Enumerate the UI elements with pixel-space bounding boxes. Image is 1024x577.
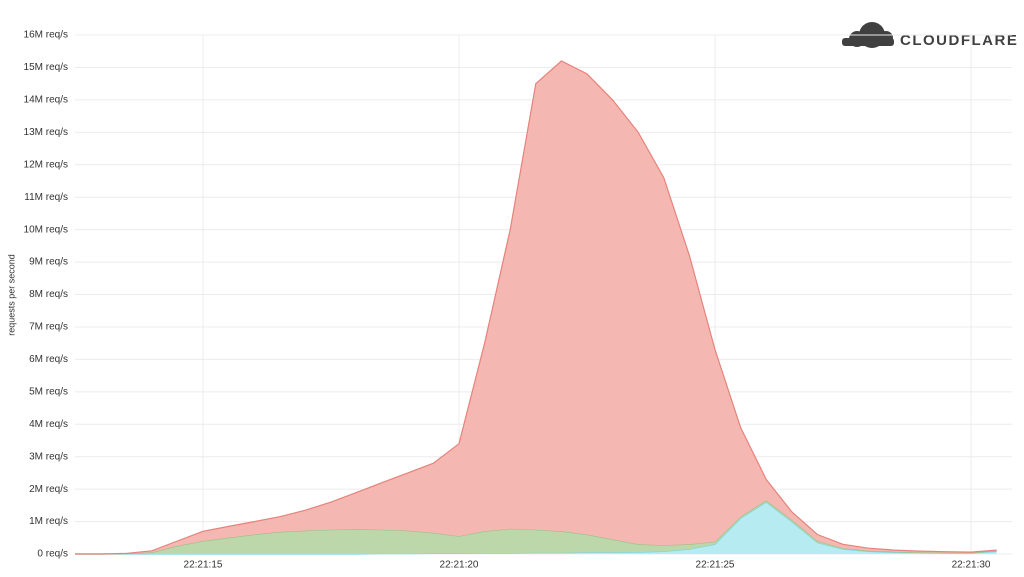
x-tick-label: 22:21:20 xyxy=(440,560,479,571)
y-tick-label: 13M req/s xyxy=(24,127,68,138)
y-tick-label: 5M req/s xyxy=(29,386,68,397)
x-tick-label: 22:21:25 xyxy=(696,560,735,571)
y-tick-label: 6M req/s xyxy=(29,354,68,365)
y-tick-label: 12M req/s xyxy=(24,159,68,170)
y-tick-label: 3M req/s xyxy=(29,451,68,462)
logo-text: CLOUDFLARE xyxy=(900,32,1018,49)
y-tick-label: 1M req/s xyxy=(29,516,68,527)
y-tick-label: 2M req/s xyxy=(29,484,68,495)
area xyxy=(75,502,997,554)
area xyxy=(75,500,997,554)
y-tick-label: 7M req/s xyxy=(29,322,68,333)
x-tick-label: 22:21:15 xyxy=(184,560,223,571)
x-tick-label: 22:21:30 xyxy=(952,560,991,571)
y-tick-label: 10M req/s xyxy=(24,224,68,235)
y-tick-label: 11M req/s xyxy=(24,192,68,203)
y-tick-label: 16M req/s xyxy=(24,30,68,41)
y-tick-label: 8M req/s xyxy=(29,289,68,300)
y-tick-label: 14M req/s xyxy=(24,95,68,106)
y-tick-label: 9M req/s xyxy=(29,257,68,268)
area xyxy=(75,61,997,554)
y-tick-label: 0 req/s xyxy=(37,549,68,560)
y-tick-label: 15M req/s xyxy=(24,62,68,73)
y-tick-label: 4M req/s xyxy=(29,419,68,430)
area-line xyxy=(75,60,997,555)
y-axis-label: requests per second xyxy=(6,254,16,336)
